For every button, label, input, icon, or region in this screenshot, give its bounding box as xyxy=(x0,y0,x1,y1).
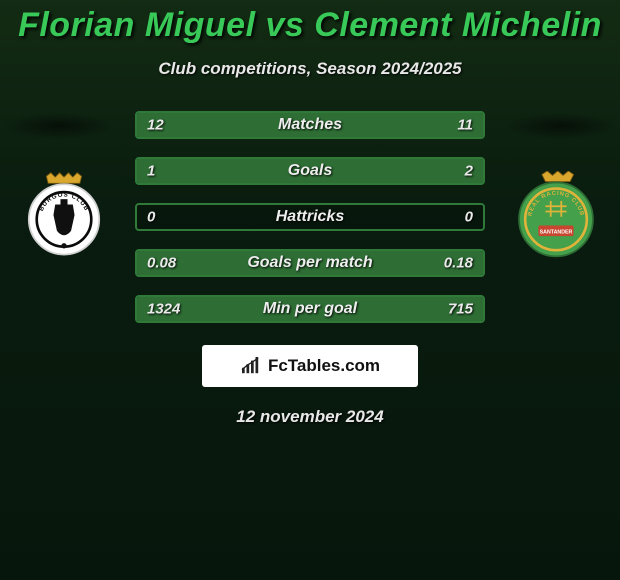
stat-fill-left xyxy=(137,297,362,321)
comparison-arena: BURGOS CLUB REAL RACING CLUB xyxy=(0,111,620,323)
player2-shadow xyxy=(506,113,616,139)
stat-value-left: 0 xyxy=(147,209,155,226)
stat-row: Goals per match0.080.18 xyxy=(135,249,485,277)
subtitle: Club competitions, Season 2024/2025 xyxy=(0,59,620,79)
stat-fill-right xyxy=(251,159,483,183)
player1-name: Florian Miguel xyxy=(18,6,255,44)
page-title: Florian Miguel vs Clement Michelin xyxy=(0,6,620,45)
generated-date: 12 november 2024 xyxy=(0,407,620,427)
stat-row: Goals12 xyxy=(135,157,485,185)
stat-fill-left xyxy=(137,113,317,137)
stat-label: Hattricks xyxy=(137,208,483,226)
stat-row: Matches1211 xyxy=(135,111,485,139)
content: Florian Miguel vs Clement Michelin Club … xyxy=(0,0,620,427)
vs-text: vs xyxy=(266,6,305,44)
stat-fill-right xyxy=(244,251,483,275)
stat-bars: Matches1211 Goals12 Hattricks0 0 Goals per m… xyxy=(135,111,485,323)
stat-fill-left xyxy=(137,159,251,183)
stat-fill-right xyxy=(362,297,483,321)
stat-value-right: 0 xyxy=(465,209,473,226)
infographic-root: Florian Miguel vs Clement Michelin Club … xyxy=(0,0,620,580)
player2-name: Clement Michelin xyxy=(314,6,602,44)
stat-fill-right xyxy=(317,113,483,137)
crest-right-icon: REAL RACING CLUB SANTANDER xyxy=(512,171,600,259)
stat-fill-left xyxy=(137,251,244,275)
bar-chart-icon xyxy=(240,357,262,375)
stat-row: Hattricks0 0 xyxy=(135,203,485,231)
brand-badge: FcTables.com xyxy=(202,345,418,387)
stat-row: Min per goal1324715 xyxy=(135,295,485,323)
svg-text:SANTANDER: SANTANDER xyxy=(540,229,573,235)
brand-text: FcTables.com xyxy=(268,356,380,376)
crest-left-icon: BURGOS CLUB xyxy=(20,171,108,259)
player1-shadow xyxy=(4,113,114,139)
